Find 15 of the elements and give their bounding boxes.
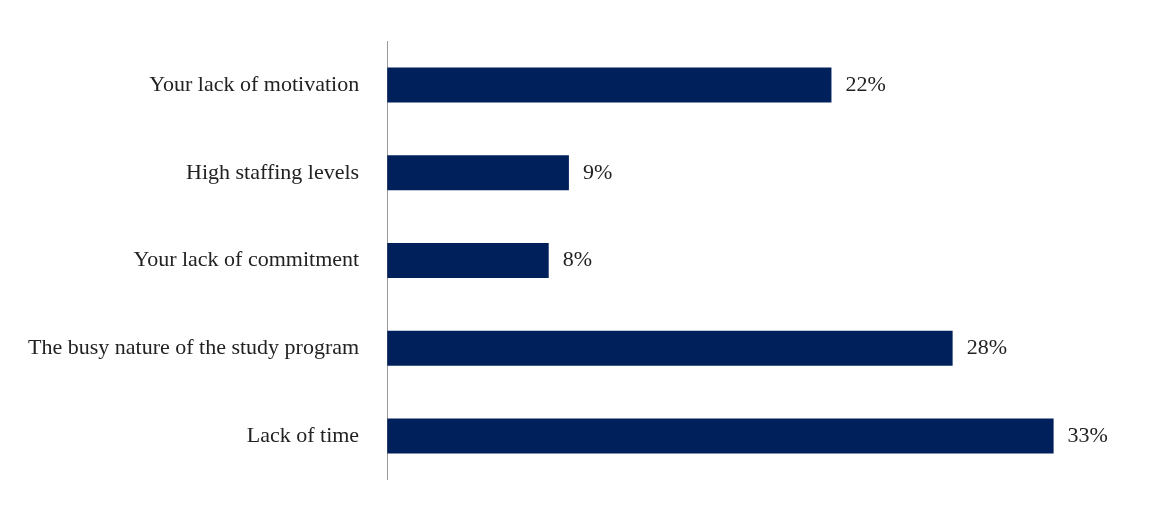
bar [387,155,569,191]
y-tick-label: Lack of time [246,421,360,447]
y-tick-label: Your lack of commitment [133,246,360,272]
data-label: 33% [1067,421,1108,447]
bar [387,418,1054,454]
bar [387,67,832,103]
y-tick-label: Your lack of motivation [149,70,360,96]
data-label: 22% [845,70,886,96]
bar [387,330,953,366]
data-label: 9% [582,158,613,184]
y-tick-label: High staffing levels [186,158,360,184]
data-label: 8% [562,246,593,272]
data-label: 28% [966,334,1007,359]
bar [387,242,549,279]
y-tick-label: The busy nature of the study program [28,334,360,359]
